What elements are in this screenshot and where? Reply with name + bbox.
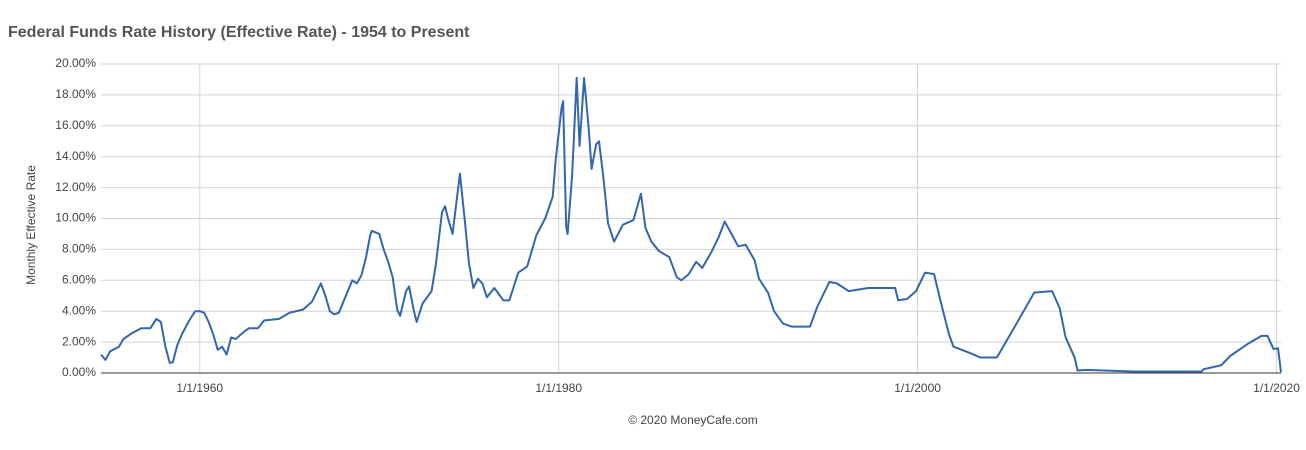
y-tick-label: 0.00% [62,365,96,379]
y-tick-label: 14.00% [55,149,96,163]
y-tick-label: 4.00% [62,303,96,317]
x-tick-label: 1/1/1980 [535,381,582,395]
y-tick-label: 18.00% [55,87,96,101]
y-tick-label: 16.00% [55,118,96,132]
chart-title: Federal Funds Rate History (Effective Ra… [8,24,470,41]
y-tick-label: 20.00% [55,56,96,70]
x-tick-label: 1/1/1960 [176,381,223,395]
y-tick-label: 6.00% [62,272,96,286]
y-tick-label: 8.00% [62,242,96,256]
x-tick-label: 1/1/2000 [894,381,941,395]
x-tick-label: 1/1/2020 [1253,381,1300,395]
y-tick-label: 10.00% [55,211,96,225]
y-tick-label: 12.00% [55,180,96,194]
footer: © 2020 MoneyCafe.com [628,413,758,427]
y-tick-label: 2.00% [62,334,96,348]
y-axis-label: Monthly Effective Rate [24,165,38,285]
line-series [100,76,1282,373]
